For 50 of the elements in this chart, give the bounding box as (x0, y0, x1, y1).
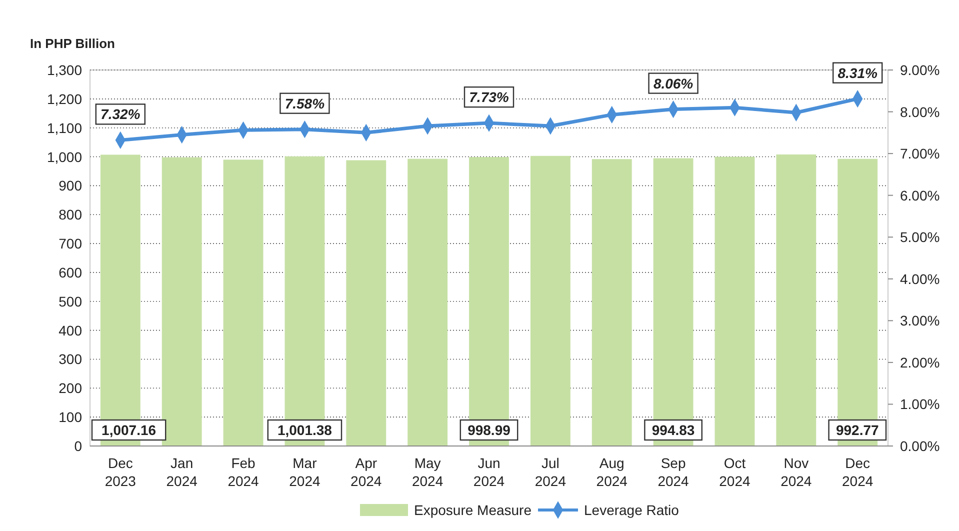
x-tick-label: Mar 2024 (289, 455, 320, 489)
data-label: 7.73% (469, 89, 510, 106)
data-label: 8.06% (653, 75, 694, 92)
y2-tick-label: 6.00% (900, 187, 940, 204)
data-label: 1,001.38 (277, 422, 332, 438)
y2-tick-label: 4.00% (900, 270, 940, 287)
y-tick-label: 1,300 (46, 62, 82, 78)
y-tick-label: 0 (74, 438, 82, 454)
data-label: 994.83 (652, 422, 695, 438)
legend-label: Leverage Ratio (584, 502, 680, 518)
data-label: 998.99 (468, 422, 511, 438)
data-label: 8.31% (838, 64, 878, 81)
x-tick-label: Dec 2024 (842, 455, 874, 489)
x-tick-label: Dec 2023 (104, 455, 136, 489)
y2-tick-label: 0.00% (900, 438, 940, 454)
y-tick-label: 500 (58, 293, 82, 310)
x-tick-label: Apr 2024 (350, 455, 382, 489)
y-tick-label: 600 (58, 264, 82, 280)
x-tick-label: May 2024 (412, 455, 444, 489)
y-tick-label: 700 (58, 236, 82, 252)
legend-label: Exposure Measure (414, 502, 532, 518)
y2-tick-label: 7.00% (900, 146, 940, 162)
y-tick-label: 900 (58, 178, 82, 194)
y-tick-label: 200 (58, 380, 82, 396)
x-tick-label: Jul 2024 (534, 455, 566, 489)
x-tick-label: Sep 2024 (658, 455, 690, 489)
y-axis-title: In PHP Billion (30, 36, 116, 51)
x-tick-label: Nov 2024 (780, 455, 812, 489)
y-tick-label: 400 (58, 322, 82, 338)
x-tick-label: Jun 2024 (473, 455, 505, 489)
data-label: 1,007.16 (102, 422, 156, 438)
x-tick-label: Jan 2024 (166, 455, 198, 489)
y-tick-label: 1,200 (46, 90, 82, 107)
data-label: 992.77 (836, 422, 880, 438)
y2-tick-label: 9.00% (900, 62, 940, 78)
y-tick-label: 1,000 (46, 148, 82, 165)
x-tick-label: Aug 2024 (596, 455, 628, 489)
y-tick-label: 100 (58, 409, 82, 426)
y2-tick-label: 8.00% (900, 104, 940, 120)
data-label: 7.32% (100, 106, 141, 122)
y2-tick-label: 1.00% (900, 396, 940, 412)
y-tick-label: 1,100 (46, 120, 82, 136)
y-tick-label: 800 (58, 206, 82, 223)
y2-tick-label: 5.00% (900, 229, 940, 246)
y-tick-label: 300 (58, 351, 82, 368)
data-label: 7.58% (284, 95, 326, 112)
y2-tick-label: 2.00% (900, 354, 940, 370)
x-tick-label: Feb 2024 (228, 455, 260, 489)
y2-tick-label: 3.00% (900, 312, 940, 329)
x-tick-label: Oct 2024 (719, 455, 751, 489)
